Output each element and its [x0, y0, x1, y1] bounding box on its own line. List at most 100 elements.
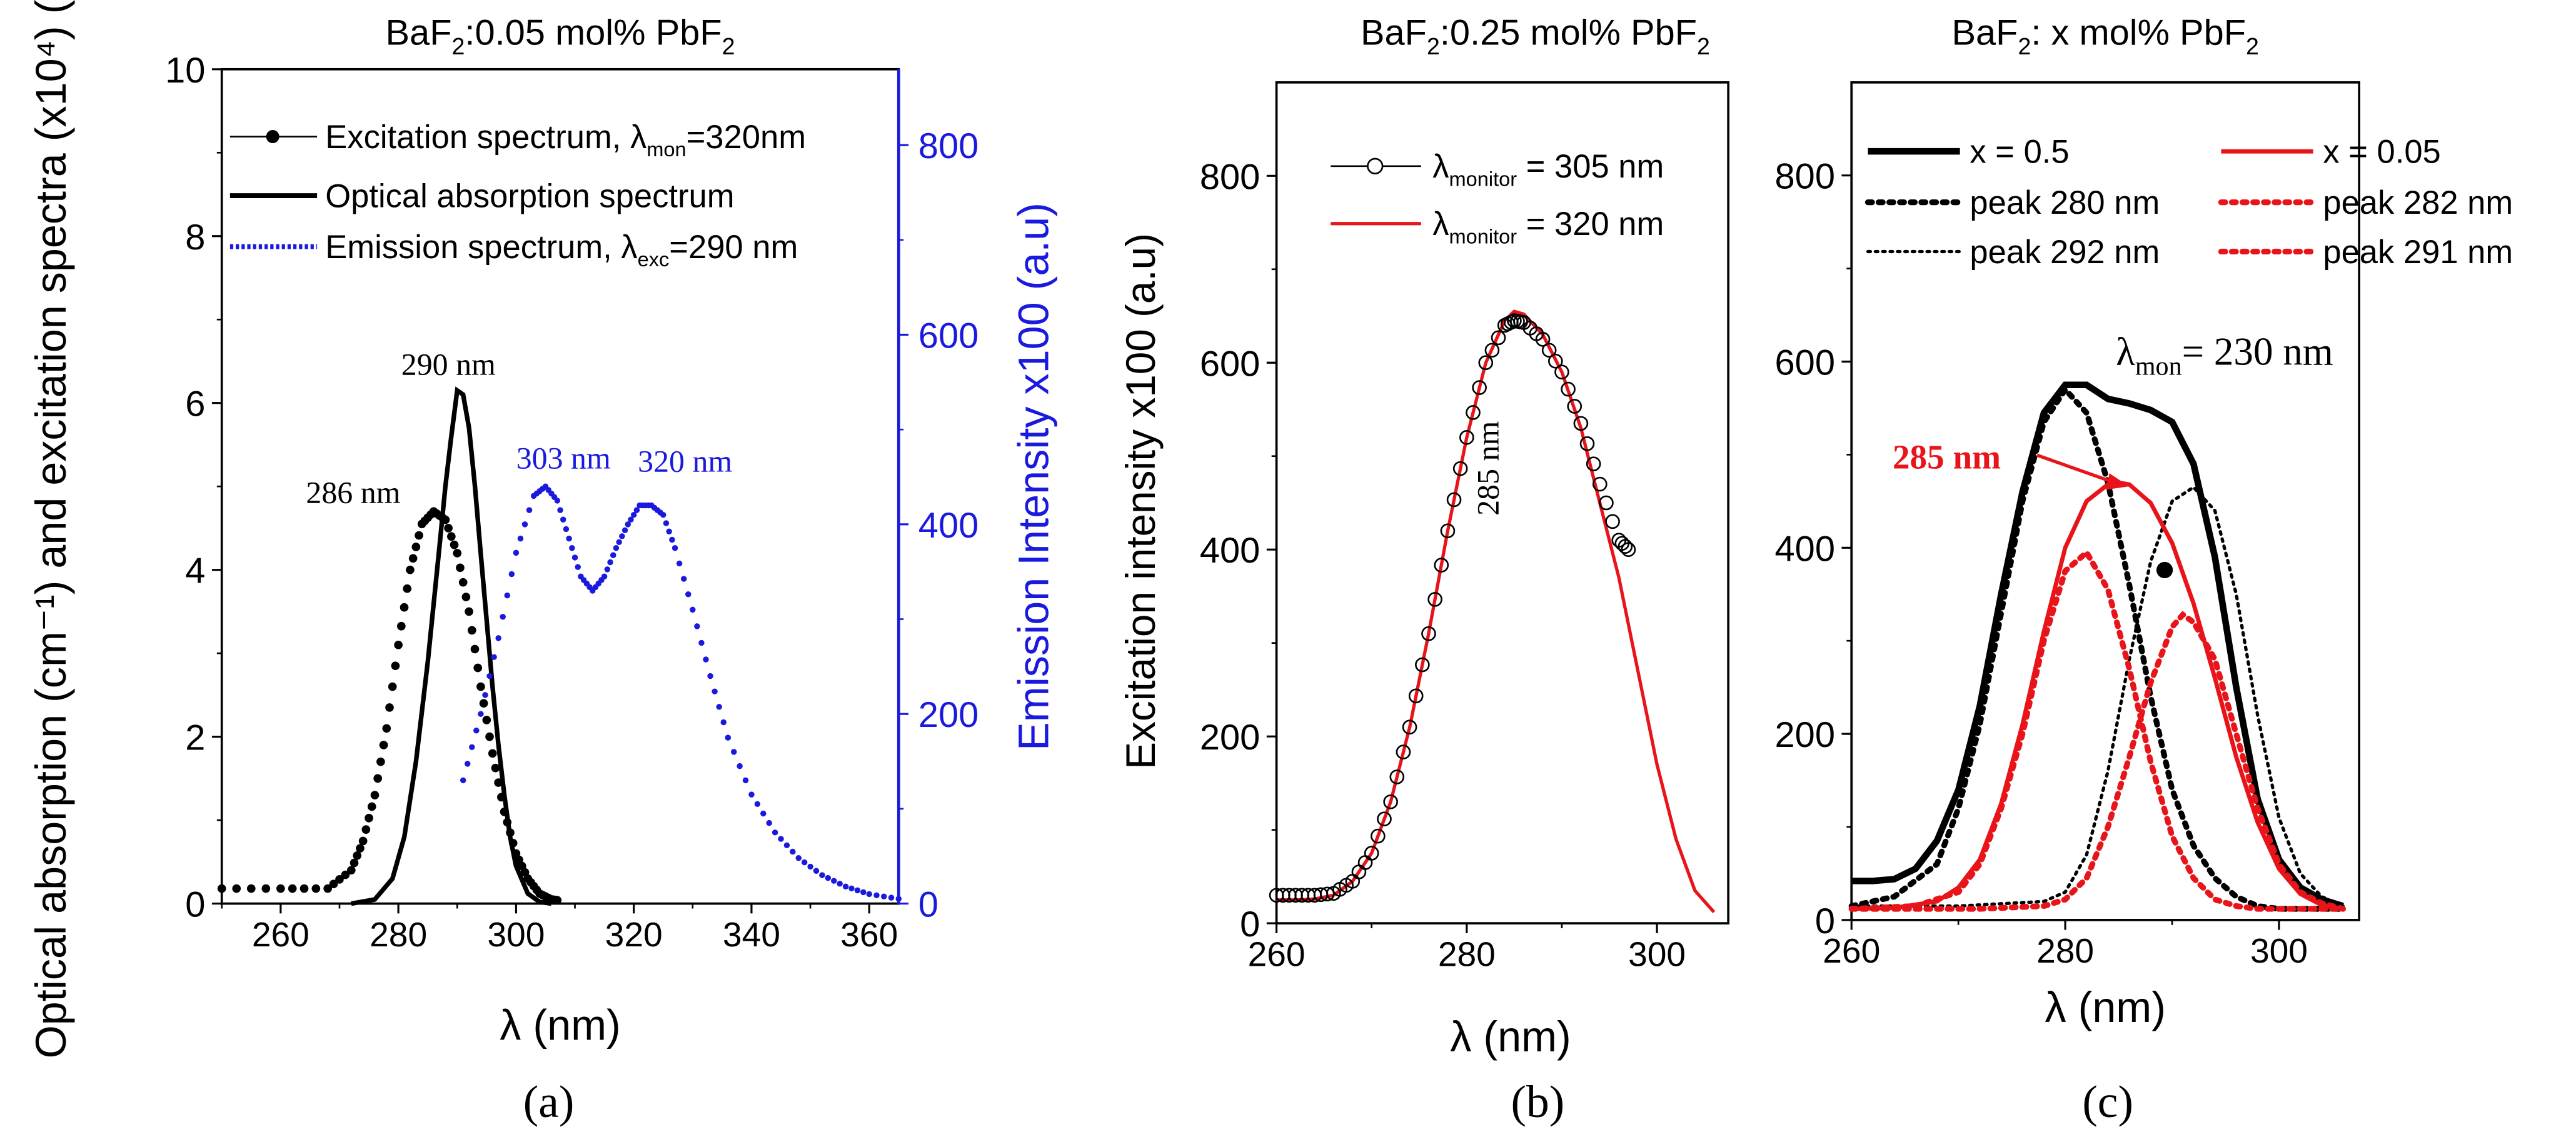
excitation-point [353, 851, 362, 860]
emission-point [680, 576, 687, 582]
plot-frame [1850, 81, 2361, 921]
panel-caption: (b) [1511, 1076, 1564, 1127]
legend-emission-tail: =290 nm [669, 229, 798, 266]
excitation-point [488, 749, 497, 758]
emission-point [504, 592, 511, 599]
excitation-point [465, 607, 473, 616]
excitation-point [346, 866, 356, 875]
x-axis-label: λ (nm) [1450, 1013, 1571, 1061]
emission-point [482, 692, 488, 698]
panel-caption: (a) [523, 1076, 575, 1127]
emission-point [633, 507, 640, 513]
emission-point [760, 810, 767, 817]
excitation-point [373, 774, 383, 783]
monitor-320-line [1276, 309, 1716, 913]
emission-point [707, 673, 713, 679]
emission-point [888, 894, 895, 901]
monitor-305-point [1452, 461, 1468, 476]
marker-point [2156, 561, 2173, 579]
x-axis-label: λ (nm) [500, 1002, 621, 1049]
legend-excitation-text: Excitation spectrum, λ [325, 119, 647, 156]
emission-point [669, 536, 675, 543]
monitor-305-point [1472, 380, 1487, 395]
monitor-305-point [1402, 719, 1417, 735]
excitation-point [356, 844, 365, 853]
legend-305: λmonitor = 305 nm [1432, 148, 1664, 190]
y-tick-label: 800 [1775, 157, 1835, 197]
monitor-305-point [1605, 514, 1620, 529]
peak-291-line [1848, 611, 2347, 912]
monitor-305-point [1415, 657, 1430, 673]
excitation-point [367, 802, 376, 811]
excitation-point [232, 884, 241, 893]
monitor-305-point [1421, 626, 1436, 641]
monitor-305-point [1541, 343, 1557, 358]
emission-point [460, 777, 466, 784]
emission-point [513, 549, 520, 556]
emission-point [469, 744, 475, 751]
legend-absorption: Optical absorption spectrum [325, 178, 734, 214]
excitation-point [350, 858, 359, 868]
emission-point [766, 819, 772, 826]
monitor-305-point [1592, 476, 1607, 492]
emission-point [813, 868, 820, 874]
emission-point [730, 749, 737, 755]
legend-label: peak 280 nm [1970, 184, 2160, 221]
y-tick-label: 2 [185, 718, 205, 758]
monitor-305-point [1396, 744, 1411, 759]
emission-point [660, 511, 667, 518]
emission-point [465, 761, 471, 767]
emission-point [575, 564, 581, 570]
legend-320-tail: = 320 nm [1517, 206, 1664, 243]
emission-point [500, 614, 506, 620]
chart-title: BaF2​:0.05 mol% PbF2​ [386, 13, 735, 59]
monitor-305-point [1459, 429, 1474, 445]
emission-point [819, 872, 825, 878]
excitation-point [553, 896, 562, 905]
monitor-305-point [1484, 343, 1500, 358]
emission-point [616, 539, 622, 546]
monitor-305-point [1535, 332, 1551, 347]
panel-captions: (a) (b) (c) [523, 1076, 2133, 1127]
emission-point [619, 533, 625, 539]
excitation-point [311, 884, 321, 893]
panel-b: 260 280 300 0 200 400 600 800 BaF2​:0.25 mol% Pb… [1118, 13, 1730, 1061]
excitation-point [329, 879, 338, 889]
legend-label: x = 0.05 [2323, 134, 2440, 171]
emission-point [895, 896, 902, 902]
emission-point [486, 673, 493, 679]
excitation-point [400, 603, 409, 612]
legend-305-tail: = 305 nm [1517, 148, 1664, 185]
x-tick-label: 300 [2250, 931, 2308, 970]
x-tick-label: 360 [840, 915, 898, 954]
emission-point [628, 516, 634, 523]
plot-frame [1275, 81, 1730, 924]
legend-320-text: λ [1432, 206, 1449, 243]
emission-point [554, 498, 561, 504]
excitation-point [379, 741, 388, 749]
emission-point [613, 545, 620, 551]
y-tick-label: 400 [1775, 529, 1835, 569]
emission-point [725, 734, 732, 741]
monitor-305-point [1440, 523, 1456, 539]
emission-point [517, 535, 524, 542]
emission-point [566, 535, 572, 542]
monitor-305-point [1621, 542, 1636, 558]
excitation-point [406, 565, 415, 574]
y2-tick-label: 0 [918, 885, 938, 925]
annotation-arrow-head [2106, 473, 2130, 490]
excitation-point [456, 563, 465, 573]
y2-tick-label: 800 [918, 126, 979, 166]
excitation-point [341, 870, 350, 879]
monitor-305-point [1446, 492, 1462, 508]
emission-point [491, 654, 497, 660]
y-tick-label: 400 [1200, 531, 1260, 571]
emission-point [630, 511, 637, 518]
y2-tick-label: 200 [918, 695, 979, 735]
annotation-290nm: 290 nm [401, 348, 496, 382]
excitation-point [415, 531, 423, 540]
excitation-point [403, 584, 412, 593]
legend-excitation: Excitation spectrum, λmon=320nm [325, 119, 806, 161]
excitation-point [450, 540, 459, 549]
emission-point [690, 606, 696, 613]
